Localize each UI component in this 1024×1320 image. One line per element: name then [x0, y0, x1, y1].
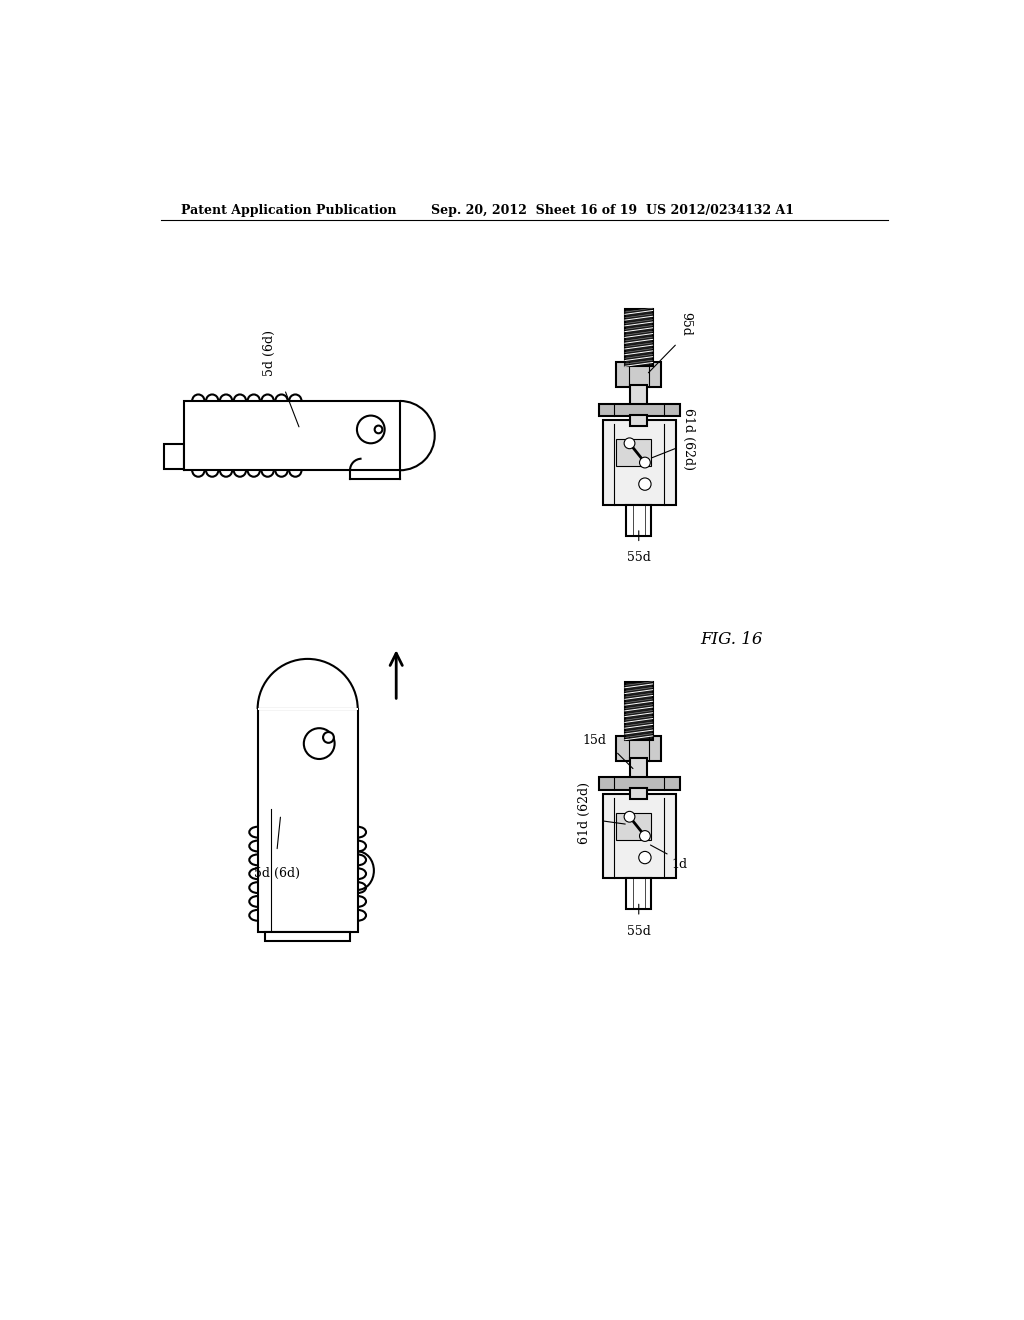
Circle shape: [323, 733, 334, 743]
Circle shape: [625, 438, 635, 449]
Text: FIG. 16: FIG. 16: [700, 631, 763, 648]
Text: 5d (6d): 5d (6d): [263, 330, 275, 376]
Text: 1d: 1d: [671, 858, 687, 871]
Bar: [616, 440, 651, 466]
Text: 55d: 55d: [627, 924, 650, 937]
Bar: [631, 414, 647, 425]
Bar: [631, 788, 647, 799]
Circle shape: [639, 478, 651, 490]
Circle shape: [375, 425, 382, 433]
Bar: [616, 737, 662, 760]
Bar: [631, 385, 647, 405]
Text: 61d (62d): 61d (62d): [682, 408, 695, 470]
Circle shape: [639, 851, 651, 863]
Bar: [625, 682, 652, 739]
Circle shape: [304, 729, 335, 759]
Bar: [258, 708, 357, 710]
Bar: [616, 813, 651, 840]
Text: Sep. 20, 2012  Sheet 16 of 19: Sep. 20, 2012 Sheet 16 of 19: [431, 205, 637, 218]
Text: 61d (62d): 61d (62d): [578, 781, 591, 843]
Bar: [258, 709, 357, 932]
Bar: [599, 777, 680, 789]
Text: 5d (6d): 5d (6d): [254, 867, 300, 880]
Bar: [184, 401, 400, 470]
Bar: [265, 932, 350, 941]
Bar: [627, 878, 651, 909]
Text: 15d: 15d: [583, 734, 606, 747]
Bar: [616, 363, 662, 387]
Bar: [165, 444, 186, 469]
Circle shape: [640, 457, 650, 469]
Circle shape: [640, 830, 650, 841]
Text: 95d: 95d: [680, 312, 692, 335]
Circle shape: [357, 416, 385, 444]
Bar: [599, 404, 680, 416]
Bar: [602, 420, 676, 506]
Bar: [625, 309, 652, 367]
Text: Patent Application Publication: Patent Application Publication: [180, 205, 396, 218]
Bar: [627, 506, 651, 536]
Bar: [631, 758, 647, 779]
Circle shape: [625, 812, 635, 822]
Text: 55d: 55d: [627, 552, 650, 564]
Bar: [602, 793, 676, 878]
Text: US 2012/0234132 A1: US 2012/0234132 A1: [646, 205, 795, 218]
